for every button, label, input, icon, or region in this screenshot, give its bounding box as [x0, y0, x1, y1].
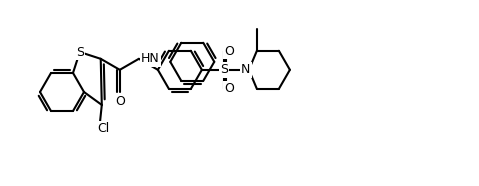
- Text: S: S: [220, 63, 228, 76]
- Text: S: S: [76, 46, 84, 59]
- Text: Cl: Cl: [98, 122, 110, 135]
- Text: O: O: [224, 45, 234, 58]
- Text: N: N: [241, 63, 251, 76]
- Text: HN: HN: [141, 52, 160, 65]
- Text: O: O: [224, 82, 234, 95]
- Text: O: O: [115, 95, 125, 108]
